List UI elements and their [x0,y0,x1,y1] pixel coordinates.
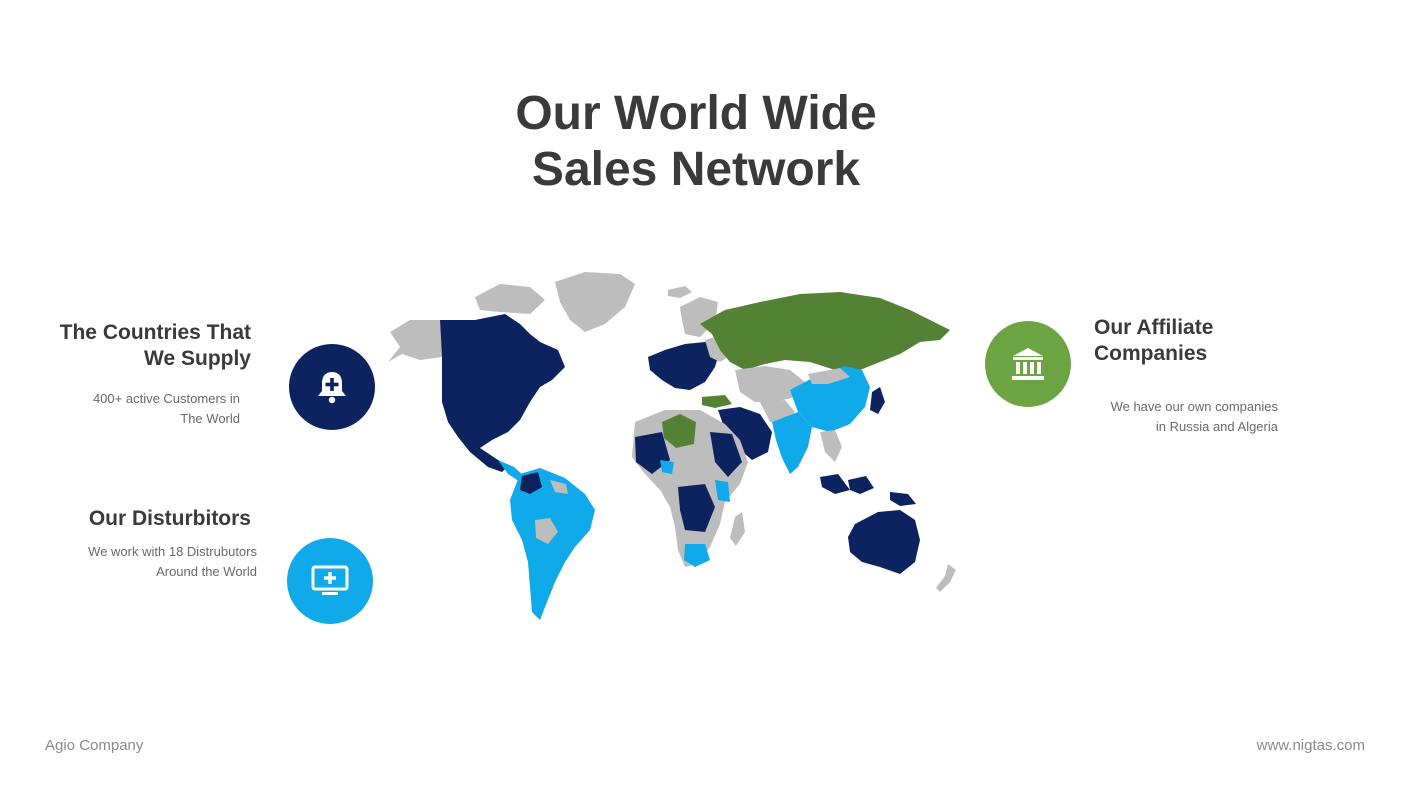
map-japan [870,387,885,414]
distributors-text-line-1: We work with 18 Distrubutors [88,544,257,559]
map-arctic-islands [475,284,545,314]
map-mongolia [808,368,850,384]
distributors-text-line-2: Around the World [156,564,257,579]
supply-text-line-2: The World [180,411,240,426]
affiliates-title-line-1: Our Affiliate [1094,316,1214,339]
footer-company: Agio Company [45,737,144,754]
map-colombia [520,472,542,494]
distributors-title: Our Disturbitors [88,507,251,530]
map-india [772,412,812,474]
map-new-guinea [890,492,916,506]
map-alaska [388,320,442,362]
map-nigeria [660,460,674,474]
map-greenland [555,272,635,332]
map-south-america [510,468,595,620]
distributors-icon-circle [287,538,373,624]
map-russia [700,292,950,370]
affiliates-description: We have our own companies in Russia and … [1111,397,1278,437]
map-indochina [820,430,842,462]
map-central-africa [678,484,715,532]
map-middle-east [718,407,772,460]
map-australia [848,510,920,574]
world-map [388,272,956,620]
supply-title-line-2: We Supply [144,347,251,370]
distributors-description: We work with 18 Distrubutors Around the … [88,542,257,582]
title-line-1: Our World Wide [515,87,877,140]
supply-icon-circle [289,344,375,430]
map-algeria [662,414,696,448]
map-iceland [668,286,692,298]
map-europe [648,342,720,390]
bank-building-icon [1012,348,1044,380]
map-indonesia-1 [820,474,850,494]
map-indonesia-2 [848,476,874,494]
affiliates-icon-circle [985,321,1071,407]
supply-text-line-1: 400+ active Customers in [92,391,240,406]
title-line-2: Sales Network [531,143,861,196]
map-kenya [715,480,730,502]
map-central-america [498,460,525,482]
affiliates-title: Our Affiliate Companies [1094,315,1213,367]
footer-website[interactable]: www.nigtas.com [1256,737,1365,754]
map-east-africa [710,432,742,477]
map-north-america [440,314,565,472]
map-central-asia [735,366,805,402]
map-turkey [702,395,732,408]
supply-title: The Countries That We Supply [60,320,251,372]
map-guianas [550,480,568,494]
map-china [790,366,870,432]
affiliates-text-line-1: We have our own companies [1110,399,1278,414]
map-south-africa [684,544,710,567]
map-madagascar [730,512,745,546]
page-title: Our World Wide Sales Network [0,86,1392,198]
affiliates-text-line-2: in Russia and Algeria [1155,419,1278,434]
bell-plus-icon [318,372,346,404]
affiliates-title-line-2: Companies [1094,342,1208,365]
map-bolivia [535,518,558,544]
supply-title-line-1: The Countries That [59,321,251,344]
supply-description: 400+ active Customers in The World [93,389,240,429]
monitor-plus-icon [311,565,349,595]
map-new-zealand [936,564,956,592]
